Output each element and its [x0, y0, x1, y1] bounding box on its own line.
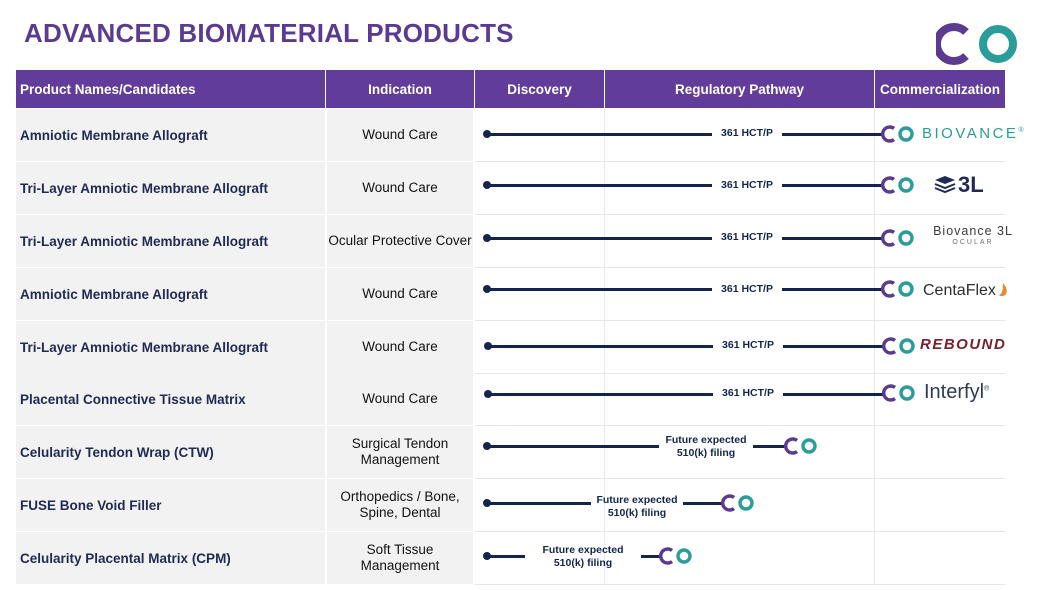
milestone-logo-icon [881, 176, 914, 194]
pipeline-track [488, 345, 713, 348]
table-row: Tri-Layer Amniotic Membrane Allograft Wo… [16, 321, 1005, 374]
row-divider [475, 531, 1005, 532]
row-divider [475, 478, 1005, 479]
indication: Wound Care [327, 373, 473, 425]
pathway-label: Future expected 510(k) filing [596, 494, 678, 519]
pathway-label: 361 HCT/P [722, 387, 774, 399]
row-divider [475, 320, 1005, 321]
row-divider [475, 267, 1005, 268]
brand-name: Interfyl [924, 381, 985, 403]
product-name: Tri-Layer Amniotic Membrane Allograft [16, 321, 325, 373]
milestone-logo-icon [881, 229, 914, 247]
col-header-commercialization: Commercialization [875, 70, 1005, 108]
indication: Orthopedics / Bone, Spine, Dental [327, 479, 473, 531]
row-divider [475, 373, 1005, 374]
brand-logo-rebound: REBOUND [920, 336, 1006, 354]
table-row: Celularity Placental Matrix (CPM) Soft T… [16, 532, 1005, 585]
milestone-logo-icon [784, 437, 817, 455]
milestone-logo-icon [659, 547, 692, 565]
pipeline-track [487, 555, 525, 558]
brand-name: BIOVANCE [922, 125, 1019, 142]
indication: Wound Care [327, 268, 473, 320]
milestone-logo-icon [721, 494, 754, 512]
product-name: Placental Connective Tissue Matrix [16, 373, 325, 425]
row-divider [475, 161, 1005, 162]
pipeline-track [487, 502, 591, 505]
pathway-label: 361 HCT/P [721, 179, 773, 191]
brand-name: 3L [958, 172, 984, 197]
pipeline-track [487, 133, 712, 136]
row-divider [475, 584, 1005, 585]
brand-subname: OCULAR [952, 239, 994, 246]
pipeline-track [487, 288, 712, 291]
brand-logo-biovance-3l-ocular: Biovance 3L OCULAR [928, 224, 1018, 246]
product-name: Celularity Placental Matrix (CPM) [16, 532, 325, 584]
table-row: Placental Connective Tissue Matrix Wound… [16, 373, 1005, 426]
pathway-label: Future expected 510(k) filing [542, 544, 624, 569]
pathway-label: 361 HCT/P [721, 127, 773, 139]
pathway-label: 361 HCT/P [722, 339, 774, 351]
registered-mark: ® [984, 385, 990, 393]
row-divider [475, 214, 1005, 215]
indication: Soft Tissue Management [327, 532, 473, 584]
indication: Ocular Protective Cover [327, 215, 473, 267]
pathway-label: Future expected 510(k) filing [665, 434, 747, 459]
product-name: Celularity Tendon Wrap (CTW) [16, 426, 325, 478]
page-title: ADVANCED BIOMATERIAL PRODUCTS [24, 18, 514, 48]
layers-icon [934, 176, 956, 194]
product-name: Amniotic Membrane Allograft [16, 268, 325, 320]
brand-logo-biovance: BIOVANCE® [922, 125, 1024, 142]
pipeline-track [783, 345, 883, 348]
table-row: Amniotic Membrane Allograft Wound Care [16, 109, 1005, 162]
milestone-logo-icon [882, 384, 915, 402]
pipeline-track [782, 237, 882, 240]
indication: Surgical Tendon Management [327, 426, 473, 478]
row-divider [475, 425, 1005, 426]
pipeline-track [487, 237, 712, 240]
pipeline-track [782, 184, 882, 187]
registered-mark: ® [1018, 127, 1024, 134]
indication: Wound Care [327, 109, 473, 161]
col-header-discovery: Discovery [475, 70, 605, 108]
product-name: Tri-Layer Amniotic Membrane Allograft [16, 215, 325, 267]
brand-logo-centaflex: CentaFlex [923, 282, 1009, 300]
pipeline-track [641, 555, 661, 558]
table-row: FUSE Bone Void Filler Orthopedics / Bone… [16, 479, 1005, 532]
company-logo [936, 23, 1017, 65]
brand-name: Biovance 3L [933, 224, 1013, 238]
pipeline-track [488, 393, 713, 396]
col-header-indication: Indication [326, 70, 475, 108]
pathway-label: 361 HCT/P [721, 283, 773, 295]
milestone-logo-icon [881, 280, 914, 298]
brand-name: CentaFlex [923, 282, 996, 299]
pipeline-track [487, 184, 712, 187]
indication: Wound Care [327, 162, 473, 214]
pipeline-track [782, 288, 882, 291]
brand-logo-interfyl: Interfyl® [924, 381, 989, 404]
table-row: Amniotic Membrane Allograft Wound Care [16, 268, 1005, 321]
pipeline-track [683, 502, 723, 505]
milestone-logo-icon [881, 125, 914, 143]
product-name: Tri-Layer Amniotic Membrane Allograft [16, 162, 325, 214]
pipeline-track [487, 445, 659, 448]
table-row: Tri-Layer Amniotic Membrane Allograft Wo… [16, 162, 1005, 215]
col-header-product: Product Names/Candidates [16, 70, 326, 108]
brand-name: REBOUND [920, 336, 1007, 353]
product-name: FUSE Bone Void Filler [16, 479, 325, 531]
pipeline-track [753, 445, 785, 448]
pipeline-track [782, 133, 882, 136]
table-row: Tri-Layer Amniotic Membrane Allograft Oc… [16, 215, 1005, 268]
flame-icon [999, 283, 1008, 297]
table-header: Product Names/Candidates Indication Disc… [16, 70, 1005, 108]
product-name: Amniotic Membrane Allograft [16, 109, 325, 161]
indication: Wound Care [327, 321, 473, 373]
table-row: Celularity Tendon Wrap (CTW) Surgical Te… [16, 426, 1005, 479]
pathway-label: 361 HCT/P [721, 231, 773, 243]
pipeline-track [783, 393, 883, 396]
milestone-logo-icon [882, 337, 915, 355]
col-header-regulatory: Regulatory Pathway [605, 70, 875, 108]
